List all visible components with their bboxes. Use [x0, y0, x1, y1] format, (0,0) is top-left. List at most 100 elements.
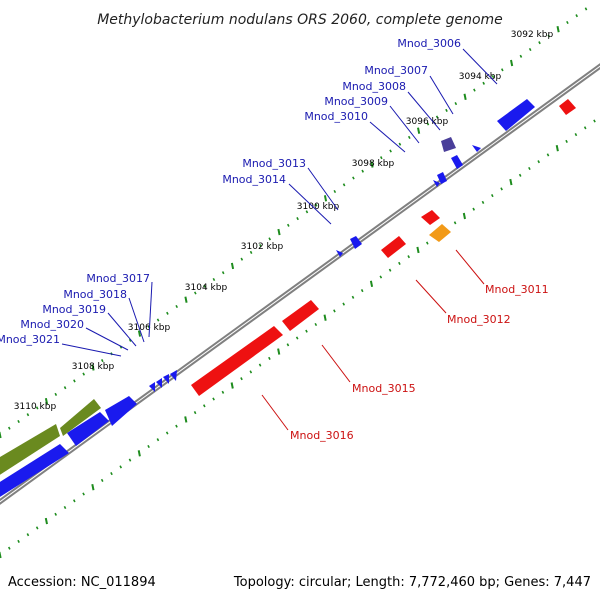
label-mnod-3006[interactable]: Mnod_3006 [397, 37, 461, 50]
minor-tick [203, 284, 206, 288]
gene-mnod-3019[interactable] [156, 378, 162, 388]
label-mnod-3011[interactable]: Mnod_3011 [485, 283, 549, 296]
gene-mnod-3011b[interactable] [429, 224, 451, 242]
callout-mnod-3015 [321, 344, 351, 383]
gene-mnod-3023[interactable] [0, 444, 69, 500]
label-mnod-3021[interactable]: Mnod_3021 [0, 333, 60, 346]
minor-tick [82, 372, 86, 376]
major-tick [323, 195, 328, 202]
label-mnod-3009[interactable]: Mnod_3009 [324, 95, 388, 108]
label-mnod-3010[interactable]: Mnod_3010 [304, 110, 368, 123]
minor-tick [537, 160, 541, 164]
minor-tick [342, 183, 346, 187]
minor-tick [156, 318, 160, 322]
callout-mnod-3011 [455, 249, 485, 285]
tick-label: 3096 kbp [406, 117, 449, 127]
label-mnod-3012[interactable]: Mnod_3012 [447, 313, 511, 326]
major-tick [370, 161, 374, 168]
gene-mnod-3020[interactable] [149, 382, 155, 392]
minor-tick [73, 379, 76, 383]
minor-tick [35, 526, 39, 530]
forward-gene-labels: Mnod_3006 Mnod_3007 Mnod_3008 Mnod_3009 … [0, 37, 461, 346]
major-tick [277, 228, 281, 236]
gene-mnod-3014[interactable] [336, 250, 343, 257]
gene-mnod-3008[interactable] [441, 137, 456, 152]
minor-tick [379, 275, 383, 279]
tick-label: 3102 kbp [241, 242, 284, 252]
label-mnod-3014[interactable]: Mnod_3014 [222, 173, 286, 186]
accession-text: Accession: NC_011894 [8, 575, 156, 590]
minor-tick [212, 277, 216, 282]
minor-tick [193, 411, 197, 415]
gene-mnod-3005[interactable] [559, 99, 576, 115]
gene-mnod-3011[interactable] [421, 210, 440, 225]
minor-tick [351, 295, 355, 299]
minor-tick [100, 359, 104, 363]
label-mnod-3020[interactable]: Mnod_3020 [20, 318, 84, 331]
label-mnod-3019[interactable]: Mnod_3019 [42, 303, 106, 316]
minor-tick [574, 133, 578, 137]
major-tick [509, 178, 513, 186]
minor-tick [583, 126, 587, 130]
gene-mnod-3007[interactable] [472, 145, 481, 152]
callout-mnod-3016 [261, 394, 289, 431]
label-mnod-3008[interactable]: Mnod_3008 [342, 80, 406, 93]
label-mnod-3015[interactable]: Mnod_3015 [352, 382, 416, 395]
minor-tick [398, 261, 401, 265]
minor-tick [147, 444, 150, 449]
tick-label: 3100 kbp [297, 202, 340, 212]
label-mnod-3018[interactable]: Mnod_3018 [63, 288, 127, 301]
minor-tick [7, 426, 11, 430]
major-tick [416, 246, 420, 254]
minor-tick [212, 397, 215, 401]
major-tick [0, 551, 2, 559]
minor-tick [398, 142, 402, 146]
minor-tick [295, 336, 299, 340]
label-mnod-3007[interactable]: Mnod_3007 [364, 64, 428, 77]
label-mnod-3017[interactable]: Mnod_3017 [86, 272, 150, 285]
gene-mnod-3012[interactable] [381, 236, 406, 258]
gene-mnod-3010[interactable] [433, 180, 440, 187]
major-tick [44, 398, 49, 405]
minor-tick [249, 250, 253, 254]
tick-label: 3098 kbp [352, 159, 395, 169]
minor-tick [221, 271, 225, 275]
minor-tick [72, 499, 76, 503]
major-tick [184, 416, 188, 423]
minor-tick [528, 47, 532, 52]
minor-tick [538, 41, 541, 45]
minor-tick [268, 356, 271, 360]
gene-mnod-3018[interactable] [163, 374, 169, 384]
minor-tick [110, 472, 113, 476]
major-tick [323, 314, 327, 321]
gene-mnod-3015[interactable] [282, 300, 319, 331]
gene-mnod-3022[interactable] [67, 412, 109, 446]
callout-mnod-3012 [415, 279, 447, 314]
label-mnod-3016[interactable]: Mnod_3016 [290, 429, 354, 442]
gene-mnod-3009[interactable] [451, 155, 463, 169]
gene-mnod-3010b[interactable] [437, 172, 447, 184]
minor-tick [249, 370, 253, 374]
minor-tick [35, 406, 39, 410]
minor-tick [82, 492, 85, 496]
gene-mnod-3021[interactable] [105, 396, 137, 426]
minor-tick [54, 512, 58, 516]
gene-mnod-3006[interactable] [497, 99, 535, 131]
gene-mnod-3016[interactable] [191, 326, 283, 396]
reverse-gene-labels: Mnod_3011 Mnod_3012 Mnod_3015 Mnod_3016 [290, 283, 549, 442]
major-tick [137, 450, 141, 457]
callout-mnod-3017 [148, 281, 153, 338]
minor-tick [17, 539, 20, 543]
minor-tick [473, 88, 476, 92]
major-tick [184, 296, 188, 303]
minor-tick [7, 546, 11, 550]
gene-mnod-3017[interactable] [170, 370, 177, 381]
major-tick [277, 348, 281, 355]
minor-tick [100, 478, 104, 482]
gene-rrna-lower[interactable] [0, 424, 60, 478]
gene-mnod-3013[interactable] [350, 236, 362, 249]
minor-tick [360, 289, 364, 293]
label-mnod-3013[interactable]: Mnod_3013 [242, 157, 306, 170]
minor-tick [258, 363, 262, 367]
gene-rrna-upper[interactable] [60, 399, 101, 436]
